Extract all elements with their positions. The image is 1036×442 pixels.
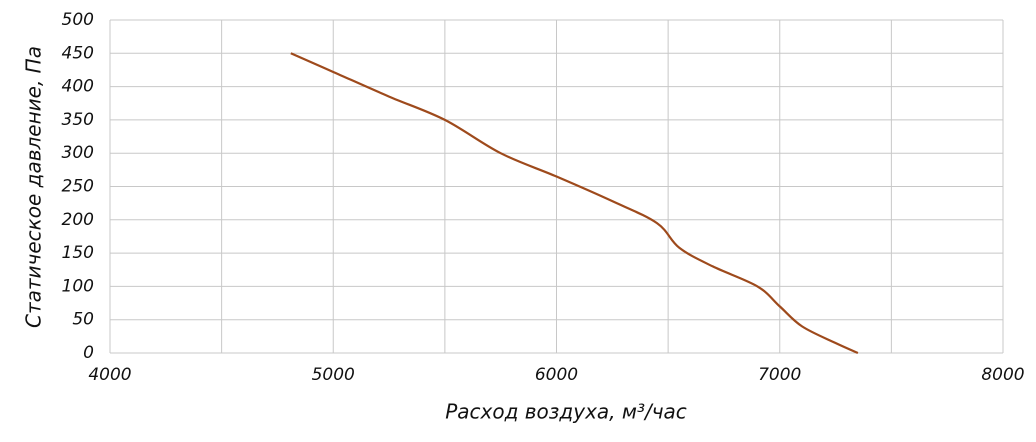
x-tick-label: 6000 <box>535 365 578 385</box>
x-tick-label: 8000 <box>981 365 1024 385</box>
y-tick-label: 100 <box>62 276 94 296</box>
y-tick-label: 50 <box>72 310 94 330</box>
y-tick-label: 0 <box>83 343 94 363</box>
y-tick-label: 300 <box>62 143 94 163</box>
y-tick-label: 350 <box>62 110 94 130</box>
y-tick-label: 450 <box>62 43 94 63</box>
y-tick-label: 250 <box>62 177 94 197</box>
line-series <box>290 52 859 355</box>
y-tick-label: 500 <box>62 10 94 30</box>
y-tick-label: 400 <box>62 77 94 97</box>
x-tick-label: 5000 <box>312 365 355 385</box>
x-tick-label: 4000 <box>88 365 131 385</box>
y-tick-label: 200 <box>62 210 94 230</box>
x-tick-label: 7000 <box>758 365 801 385</box>
y-axis-label: Статическое давление, Па <box>22 46 46 328</box>
y-tick-label: 150 <box>62 243 94 263</box>
x-axis-label: Расход воздуха, м³/час <box>445 400 687 424</box>
